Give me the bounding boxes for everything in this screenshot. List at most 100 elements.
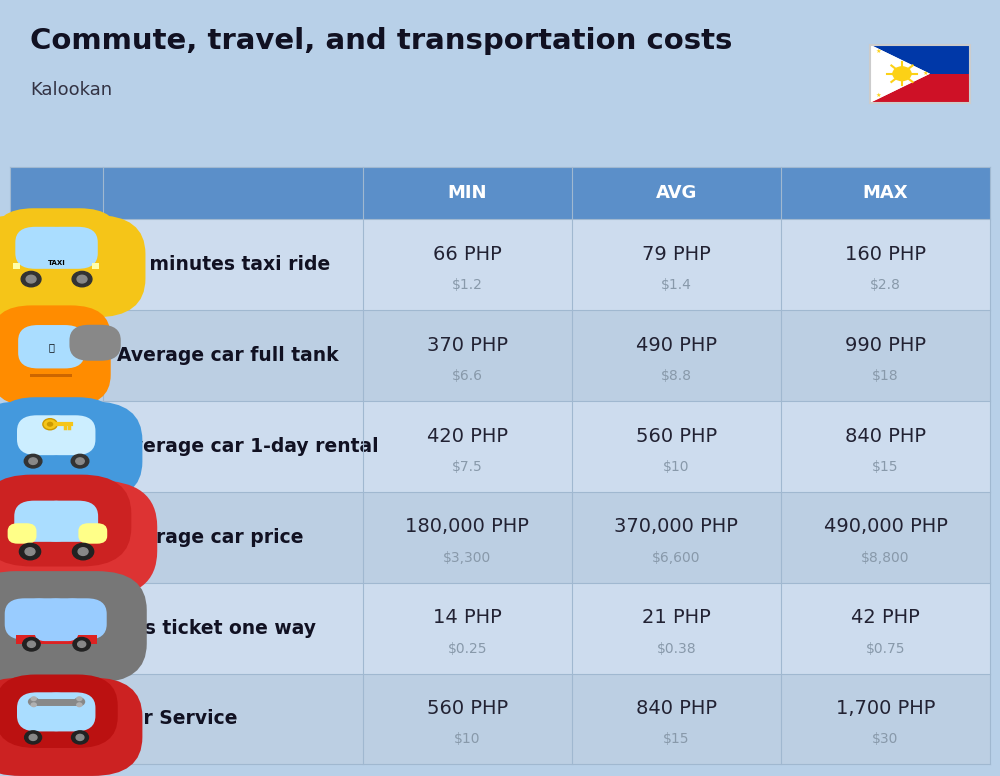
Circle shape bbox=[29, 734, 37, 740]
Text: 💧: 💧 bbox=[48, 342, 54, 352]
Circle shape bbox=[30, 702, 37, 707]
Circle shape bbox=[25, 548, 35, 556]
FancyBboxPatch shape bbox=[8, 523, 36, 544]
Text: $18: $18 bbox=[872, 369, 899, 383]
FancyBboxPatch shape bbox=[78, 523, 107, 544]
FancyBboxPatch shape bbox=[103, 492, 363, 583]
Polygon shape bbox=[870, 74, 970, 102]
Text: 840 PHP: 840 PHP bbox=[845, 427, 926, 445]
FancyBboxPatch shape bbox=[10, 492, 103, 583]
FancyBboxPatch shape bbox=[17, 415, 73, 456]
FancyBboxPatch shape bbox=[21, 598, 73, 639]
FancyBboxPatch shape bbox=[572, 492, 781, 583]
Text: Car Service: Car Service bbox=[117, 709, 238, 729]
FancyBboxPatch shape bbox=[0, 480, 157, 598]
Text: 20 minutes taxi ride: 20 minutes taxi ride bbox=[117, 255, 330, 275]
FancyBboxPatch shape bbox=[10, 583, 103, 674]
FancyBboxPatch shape bbox=[18, 325, 85, 369]
FancyBboxPatch shape bbox=[103, 401, 363, 492]
Text: 990 PHP: 990 PHP bbox=[845, 336, 926, 355]
FancyBboxPatch shape bbox=[10, 401, 103, 492]
FancyBboxPatch shape bbox=[0, 475, 131, 566]
FancyBboxPatch shape bbox=[39, 501, 98, 542]
Text: 420 PHP: 420 PHP bbox=[427, 427, 508, 445]
Text: $0.25: $0.25 bbox=[448, 642, 487, 656]
FancyBboxPatch shape bbox=[363, 583, 572, 674]
Text: $1.4: $1.4 bbox=[661, 279, 692, 293]
FancyBboxPatch shape bbox=[572, 167, 781, 220]
Circle shape bbox=[27, 641, 35, 647]
Text: 560 PHP: 560 PHP bbox=[427, 699, 508, 718]
FancyBboxPatch shape bbox=[35, 618, 78, 641]
Circle shape bbox=[72, 731, 88, 744]
Text: 66 PHP: 66 PHP bbox=[433, 245, 502, 264]
FancyBboxPatch shape bbox=[781, 583, 990, 674]
Text: 42 PHP: 42 PHP bbox=[851, 608, 920, 627]
Circle shape bbox=[76, 696, 83, 702]
Circle shape bbox=[77, 275, 87, 283]
FancyBboxPatch shape bbox=[38, 598, 90, 639]
FancyBboxPatch shape bbox=[781, 674, 990, 764]
Circle shape bbox=[72, 543, 94, 559]
Text: Average car full tank: Average car full tank bbox=[117, 346, 339, 365]
Text: Kalookan: Kalookan bbox=[30, 81, 112, 99]
Circle shape bbox=[78, 641, 86, 647]
Text: 370,000 PHP: 370,000 PHP bbox=[614, 518, 738, 536]
FancyBboxPatch shape bbox=[781, 167, 990, 220]
Text: 79 PHP: 79 PHP bbox=[642, 245, 711, 264]
Text: $15: $15 bbox=[872, 460, 899, 474]
Text: $10: $10 bbox=[663, 460, 690, 474]
Circle shape bbox=[73, 638, 90, 651]
Text: MIN: MIN bbox=[448, 184, 487, 202]
Circle shape bbox=[26, 275, 36, 283]
Text: $3,300: $3,300 bbox=[443, 551, 491, 565]
FancyBboxPatch shape bbox=[103, 583, 363, 674]
FancyBboxPatch shape bbox=[16, 635, 97, 644]
FancyBboxPatch shape bbox=[39, 227, 98, 268]
Text: $10: $10 bbox=[454, 733, 481, 747]
FancyBboxPatch shape bbox=[103, 167, 363, 220]
FancyBboxPatch shape bbox=[363, 674, 572, 764]
Circle shape bbox=[24, 454, 42, 468]
FancyBboxPatch shape bbox=[10, 310, 103, 401]
Text: $30: $30 bbox=[872, 733, 899, 747]
Circle shape bbox=[28, 697, 40, 706]
Text: $0.38: $0.38 bbox=[657, 642, 696, 656]
FancyBboxPatch shape bbox=[781, 401, 990, 492]
Text: 14 PHP: 14 PHP bbox=[433, 608, 502, 627]
Text: Average car 1-day rental: Average car 1-day rental bbox=[117, 437, 379, 456]
Circle shape bbox=[23, 638, 40, 651]
FancyBboxPatch shape bbox=[363, 310, 572, 401]
Text: $8,800: $8,800 bbox=[861, 551, 910, 565]
Polygon shape bbox=[870, 44, 970, 74]
FancyBboxPatch shape bbox=[0, 306, 111, 406]
Text: TAXI: TAXI bbox=[48, 261, 65, 266]
Text: $0.75: $0.75 bbox=[866, 642, 905, 656]
Circle shape bbox=[76, 734, 84, 740]
Text: AVG: AVG bbox=[656, 184, 697, 202]
Text: $6,600: $6,600 bbox=[652, 551, 701, 565]
Circle shape bbox=[76, 702, 83, 707]
FancyBboxPatch shape bbox=[13, 264, 20, 269]
Text: $15: $15 bbox=[663, 733, 690, 747]
FancyBboxPatch shape bbox=[0, 215, 145, 317]
FancyBboxPatch shape bbox=[363, 167, 572, 220]
Circle shape bbox=[76, 458, 84, 464]
Text: 840 PHP: 840 PHP bbox=[636, 699, 717, 718]
FancyBboxPatch shape bbox=[103, 310, 363, 401]
FancyBboxPatch shape bbox=[0, 401, 142, 501]
Circle shape bbox=[30, 696, 37, 702]
Circle shape bbox=[29, 458, 37, 464]
FancyBboxPatch shape bbox=[363, 492, 572, 583]
Text: Commute, travel, and transportation costs: Commute, travel, and transportation cost… bbox=[30, 27, 732, 55]
FancyBboxPatch shape bbox=[55, 598, 107, 639]
Text: 370 PHP: 370 PHP bbox=[427, 336, 508, 355]
FancyBboxPatch shape bbox=[0, 397, 118, 472]
FancyBboxPatch shape bbox=[17, 692, 73, 732]
Text: 1,700 PHP: 1,700 PHP bbox=[836, 699, 935, 718]
Circle shape bbox=[892, 66, 912, 81]
FancyBboxPatch shape bbox=[572, 674, 781, 764]
FancyBboxPatch shape bbox=[572, 583, 781, 674]
FancyBboxPatch shape bbox=[92, 264, 99, 269]
FancyBboxPatch shape bbox=[10, 167, 103, 220]
